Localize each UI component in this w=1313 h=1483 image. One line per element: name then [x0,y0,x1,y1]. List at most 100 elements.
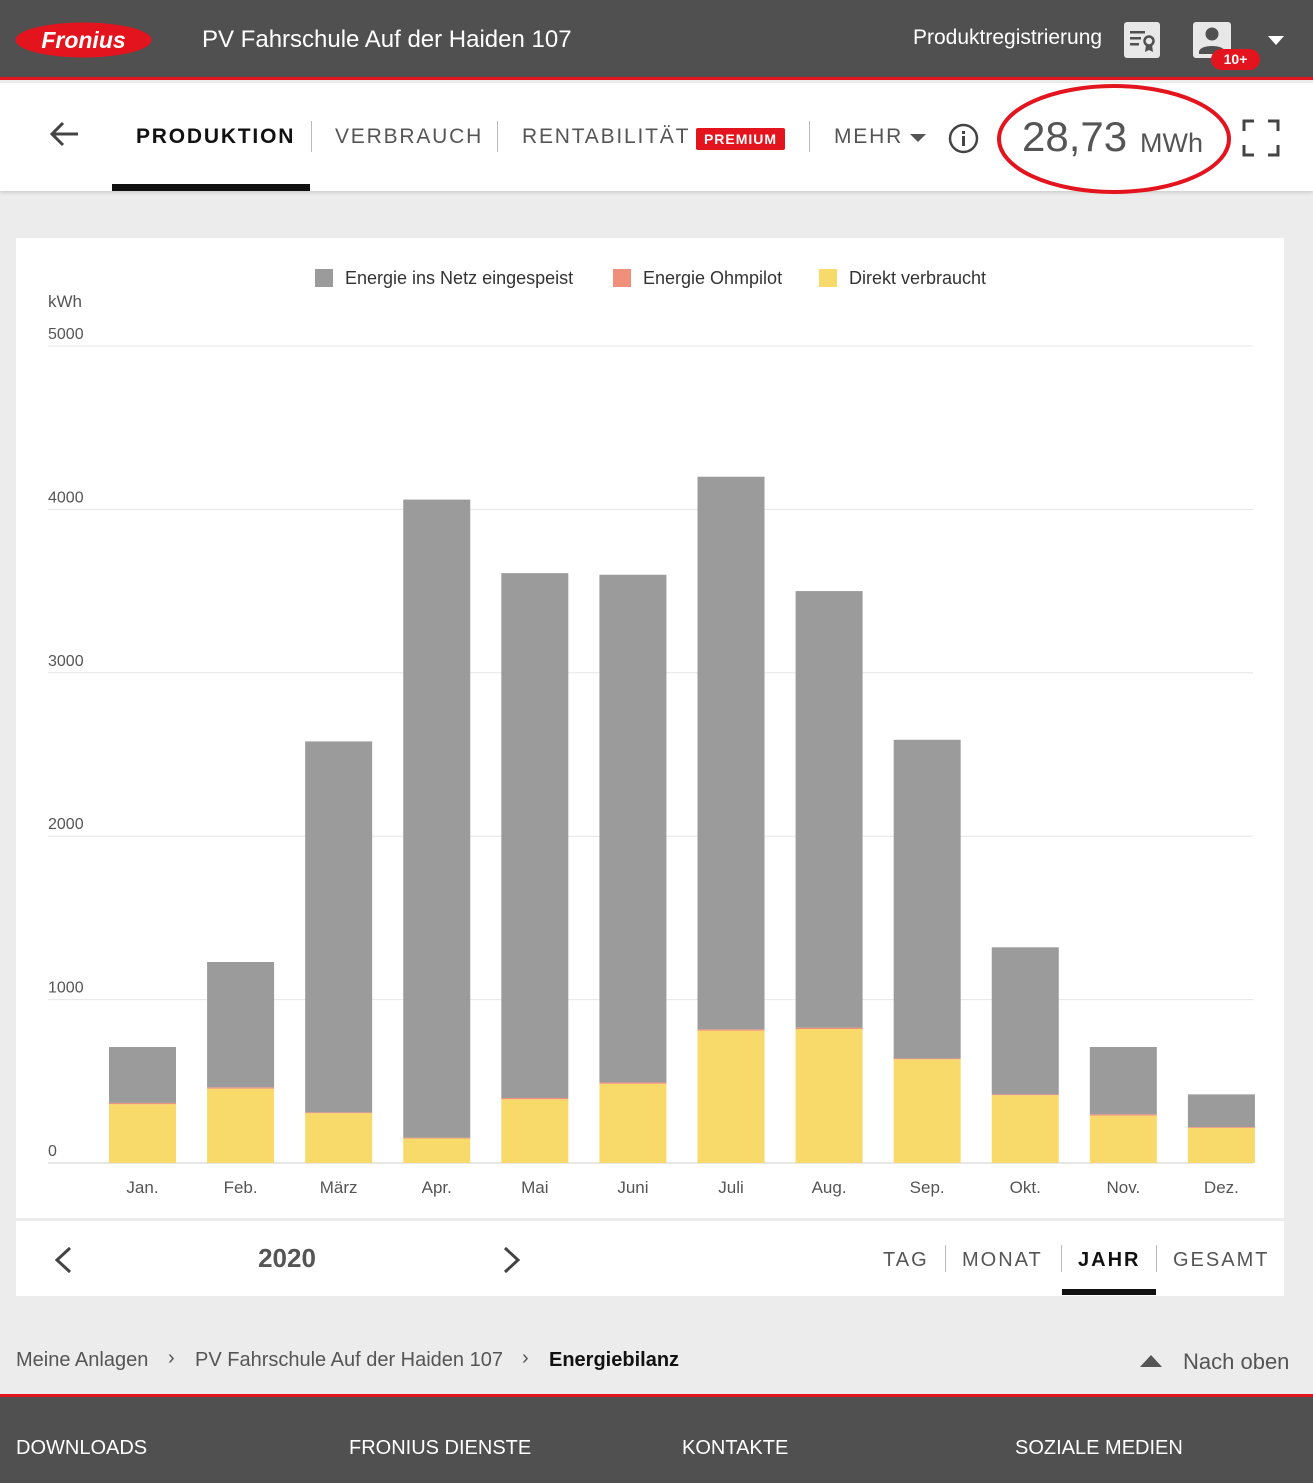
x-tick-label: Okt. [1010,1178,1041,1197]
arrow-up-icon[interactable] [1140,1355,1162,1367]
fronius-logo[interactable]: Fronius [15,22,152,58]
bar-segment [795,591,863,1028]
breadcrumb-separator: › [168,1347,175,1369]
brand-wordmark: Fronius [41,27,125,53]
bar-segment [1187,1127,1255,1163]
back-arrow-icon[interactable] [48,119,82,149]
period-divider [1156,1245,1157,1272]
footer-link-downloads[interactable]: DOWNLOADS [16,1437,148,1459]
legend-label-ohmpilot: Energie Ohmpilot [643,268,783,288]
bar-segment [1089,1046,1157,1115]
y-tick-label: 1000 [48,980,84,997]
legend-item-ohmpilot[interactable]: Energie Ohmpilot [613,268,782,288]
legend-label-direct-consumed: Direkt verbraucht [849,268,987,288]
previous-year-icon[interactable] [52,1245,74,1275]
breadcrumb-my-systems[interactable]: Meine Anlagen [16,1349,149,1371]
bar-segment [207,1087,275,1089]
breadcrumb-site[interactable]: PV Fahrschule Auf der Haiden 107 [195,1349,503,1371]
bar-segment [207,962,275,1088]
bar-segment [599,574,667,1083]
x-tick-label: Juni [617,1178,648,1197]
y-axis-unit-label: kWh [48,292,82,311]
notification-badge[interactable]: 10+ [1211,49,1260,70]
total-energy-unit: MWh [1140,128,1203,158]
tab-profitability[interactable]: RENTABILITÄT [522,125,691,148]
x-tick-label: März [320,1178,358,1197]
period-tab-day[interactable]: TAG [883,1249,929,1271]
tab-production[interactable]: PRODUKTION [136,125,296,148]
bar-segment [109,1104,176,1163]
period-tab-total[interactable]: GESAMT [1173,1249,1270,1271]
x-tick-label: Feb. [224,1178,258,1197]
tab-more[interactable]: MEHR [834,125,904,148]
total-energy-value: 28,73 [1022,113,1128,160]
bar-segment [403,499,471,1138]
period-tab-year[interactable]: JAHR [1078,1249,1141,1271]
legend-label-grid-feed: Energie ins Netz eingespeist [345,268,574,288]
bar-segment [599,1083,667,1163]
bar-segment [501,1099,569,1163]
selected-year: 2020 [258,1243,316,1273]
tab-divider [809,121,810,152]
fullscreen-icon[interactable] [1242,119,1280,157]
next-year-icon[interactable] [501,1245,523,1275]
footer-link-services[interactable]: FRONIUS DIENSTE [349,1437,532,1459]
top-header: Fronius PV Fahrschule Auf der Haiden 107… [0,0,1313,80]
bar-segment [1089,1114,1157,1116]
breadcrumb-separator: › [522,1347,529,1369]
info-icon[interactable] [948,123,979,154]
active-period-indicator [1062,1289,1156,1295]
footer-link-contacts[interactable]: KONTAKTE [682,1437,789,1459]
bar-segment [109,1046,176,1103]
bar-segment [1187,1094,1255,1128]
legend-item-grid-feed[interactable]: Energie ins Netz eingespeist [315,268,573,288]
y-tick-label: 4000 [48,489,84,506]
product-registration-link[interactable]: Produktregistrierung [913,26,1103,49]
x-tick-label: Apr. [422,1178,452,1197]
bar-segment [893,1058,961,1060]
highlight-circle-annotation [997,84,1231,194]
bar-segment [305,1113,373,1163]
y-tick-label: 2000 [48,816,84,833]
bar-segment [403,1137,471,1139]
bar-segment [403,1138,471,1163]
period-tab-month[interactable]: MONAT [962,1249,1043,1271]
bar-segment [501,1097,569,1100]
bar-segment [991,1094,1059,1096]
x-tick-label: Jan. [126,1178,158,1197]
footer-link-social-media[interactable]: SOZIALE MEDIEN [1015,1437,1183,1459]
x-tick-label: Aug. [812,1178,847,1197]
bar-segment [697,1029,765,1031]
legend-swatch-direct-consumed [819,269,837,287]
energy-bar-chart: kWh 0 1000 2000 3000 4000 5000 Jan. Feb. März Apr.… [48,292,1255,1197]
y-tick-label: 0 [48,1143,57,1160]
tab-consumption[interactable]: VERBRAUCH [335,125,484,148]
legend-swatch-grid-feed [315,269,333,287]
tab-divider [497,121,498,152]
bar-segment [795,1029,863,1163]
period-divider [1061,1245,1062,1272]
bar-segment [795,1027,863,1030]
chevron-down-icon[interactable] [1268,36,1284,45]
x-tick-label: Nov. [1106,1178,1140,1197]
legend-swatch-ohmpilot [613,269,631,287]
legend-item-direct-consumed[interactable]: Direkt verbraucht [819,268,986,288]
site-title[interactable]: PV Fahrschule Auf der Haiden 107 [202,26,572,53]
bar-segment [1187,1127,1255,1128]
bar-segment [893,739,961,1059]
chart-controls: 2020 TAG MONAT JAHR GESAMT [16,1221,1284,1296]
x-tick-label: Sep. [910,1178,945,1197]
footer: DOWNLOADS FRONIUS DIENSTE KONTAKTE SOZIA… [0,1394,1313,1483]
bar-segment [697,1030,765,1163]
bar-segment [1089,1115,1157,1163]
certificate-icon[interactable] [1124,22,1160,58]
bar-segment [991,1095,1059,1163]
back-to-top-link[interactable]: Nach oben [1183,1349,1290,1374]
view-tabs-bar: PRODUKTION VERBRAUCH RENTABILITÄT PREMIU… [0,83,1313,194]
bar-segment [109,1102,176,1105]
bar-segment [305,1112,373,1114]
more-caret-icon[interactable] [910,134,926,142]
x-tick-label: Mai [521,1178,548,1197]
bar-segment [991,947,1059,1095]
y-tick-label: 5000 [48,326,84,343]
